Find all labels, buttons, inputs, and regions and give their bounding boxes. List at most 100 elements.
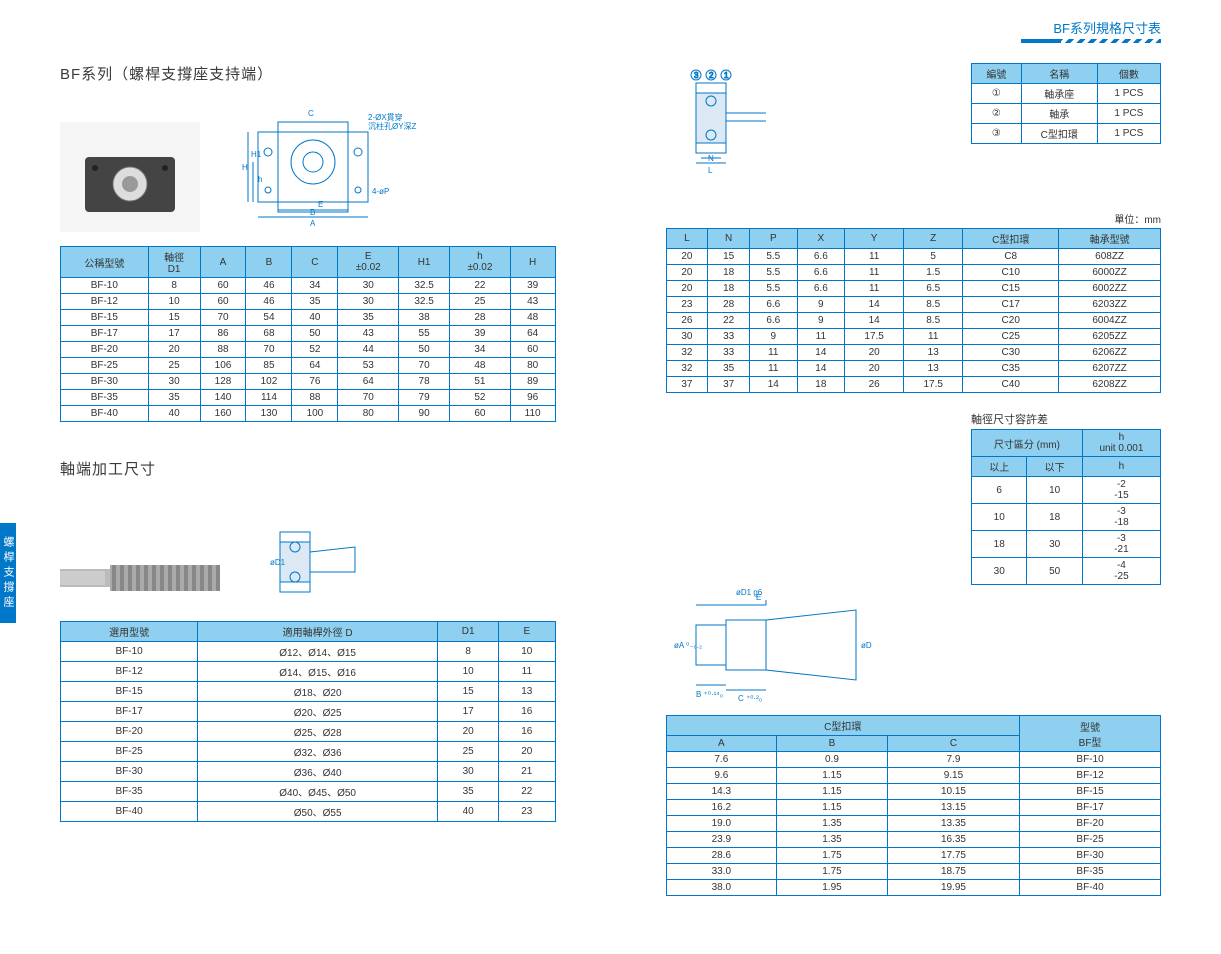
table-cell: BF-17 (61, 702, 198, 722)
table-cell: 17 (438, 702, 499, 722)
table-cell: BF-17 (1020, 800, 1161, 816)
dimension-drawing: 2-ØX貫穿 沉柱孔ØY深Z 4-øP H H1 h C E B A (218, 102, 418, 232)
table-cell: BF-25 (61, 742, 198, 762)
table-header: 適用軸桿外徑 D (198, 622, 438, 642)
table-cell: BF-10 (1020, 752, 1161, 768)
table-cell: 64 (510, 326, 555, 342)
annot-h-small: h (258, 175, 262, 184)
table-cell: 13.15 (887, 800, 1019, 816)
table-cell: C8 (963, 249, 1059, 265)
table-header: 以下 (1027, 457, 1082, 477)
svg-text:2: 2 (709, 71, 714, 80)
table-cell: 5.5 (750, 265, 798, 281)
table-cell: 50 (1027, 558, 1082, 585)
table-cell: 11 (750, 361, 798, 377)
table-row: 38.01.9519.95BF-40 (666, 880, 1161, 896)
table-cell: 128 (200, 374, 246, 390)
table-cell: 18 (797, 377, 845, 393)
table-cell: 16 (499, 722, 555, 742)
table-cell: BF-40 (61, 802, 198, 822)
table-cell: BF-35 (61, 390, 149, 406)
table-cell: 10 (438, 662, 499, 682)
table-header: 公稱型號 (61, 247, 149, 278)
table-cell: 32.5 (399, 278, 450, 294)
table-header: h ±0.02 (450, 247, 511, 278)
table-cell: 46 (246, 294, 292, 310)
table-row: 14.31.1510.15BF-15 (666, 784, 1161, 800)
table-row: BF-35Ø40、Ø45、Ø503522 (61, 782, 556, 802)
table-cell: 88 (292, 390, 338, 406)
table-cell: C25 (963, 329, 1059, 345)
table-row: 19.01.3513.35BF-20 (666, 816, 1161, 832)
table-cell: 70 (399, 358, 450, 374)
table-cell: Ø32、Ø36 (198, 742, 438, 762)
table-header: A (666, 736, 777, 752)
table-cell: 9 (797, 313, 845, 329)
table-cell: 22 (708, 313, 750, 329)
bearing-section-diagram: øD1 (260, 517, 380, 607)
table-cell: ② (972, 104, 1022, 124)
annot-E: E (318, 200, 323, 209)
table-cell: BF-12 (61, 662, 198, 682)
table-cell: Ø14、Ø15、Ø16 (198, 662, 438, 682)
table-cell: 15 (148, 310, 200, 326)
table-cell: 70 (338, 390, 399, 406)
parts-table: 編號名稱個數 ①軸承座1 PCS②軸承1 PCS③C型扣環1 PCS (971, 63, 1161, 144)
annot-N: N (708, 154, 714, 163)
table-header: N (708, 229, 750, 249)
table-header: X (797, 229, 845, 249)
shaft-title: 軸端加工尺寸 (60, 458, 556, 479)
table-cell: 18 (972, 531, 1027, 558)
table-cell: 33 (708, 329, 750, 345)
svg-text:3: 3 (694, 71, 699, 80)
table-row: BF-30Ø36、Ø403021 (61, 762, 556, 782)
table-cell: 5 (904, 249, 963, 265)
table-cell: 35 (292, 294, 338, 310)
table-header: E ±0.02 (338, 247, 399, 278)
table-cell: 32 (666, 361, 708, 377)
table-cell: 25 (148, 358, 200, 374)
table-cell: 22 (450, 278, 511, 294)
dimensions-table-right: LNPXYZC型扣環軸承型號 20155.56.6115C8608ZZ20185… (666, 228, 1162, 393)
table-cell: 106 (200, 358, 246, 374)
table-cell: 6.6 (750, 313, 798, 329)
table-cell: 40 (148, 406, 200, 422)
table-cell: 6002ZZ (1059, 281, 1161, 297)
table-cell: 22 (499, 782, 555, 802)
table-row: BF-40Ø50、Ø554023 (61, 802, 556, 822)
table-row: BF-202088705244503460 (61, 342, 556, 358)
table-cell: 64 (338, 374, 399, 390)
tolerance-table: 尺寸區分 (mm) h unit 0.001 以上以下h 610-2 -1510… (971, 429, 1161, 585)
table-cell: Ø12、Ø14、Ø15 (198, 642, 438, 662)
table-cell: 80 (338, 406, 399, 422)
annot-BB: B ⁺⁰·¹⁴₀ (696, 690, 723, 699)
table-cell: BF-40 (1020, 880, 1161, 896)
table-row: BF-30301281027664785189 (61, 374, 556, 390)
table-cell: BF-35 (61, 782, 198, 802)
table-cell: BF-20 (61, 342, 149, 358)
table-cell: 50 (399, 342, 450, 358)
table-cell: 11 (845, 249, 904, 265)
table-cell: 1 PCS (1097, 124, 1160, 144)
table-cell: 11 (797, 329, 845, 345)
table-cell: 130 (246, 406, 292, 422)
table-header: H (510, 247, 555, 278)
table-cell: 53 (338, 358, 399, 374)
table-cell: -3 -18 (1082, 504, 1160, 531)
assembly-diagram: 3 2 1 L N (666, 63, 786, 183)
table-cell: 55 (399, 326, 450, 342)
table-cell: 100 (292, 406, 338, 422)
table-cell: BF-10 (61, 278, 149, 294)
unit-label: 單位：mm (666, 211, 1162, 226)
table-cell: 80 (510, 358, 555, 374)
table-cell: 6.6 (797, 281, 845, 297)
table-cell: 30 (1027, 531, 1082, 558)
table-cell: 6.5 (904, 281, 963, 297)
table-cell: 16 (499, 702, 555, 722)
table-cell: 23 (499, 802, 555, 822)
table-cell: 7.6 (666, 752, 777, 768)
table-header: C (292, 247, 338, 278)
table-cell: 14 (845, 297, 904, 313)
table-cell: 30 (972, 558, 1027, 585)
table-row: 20155.56.6115C8608ZZ (666, 249, 1161, 265)
